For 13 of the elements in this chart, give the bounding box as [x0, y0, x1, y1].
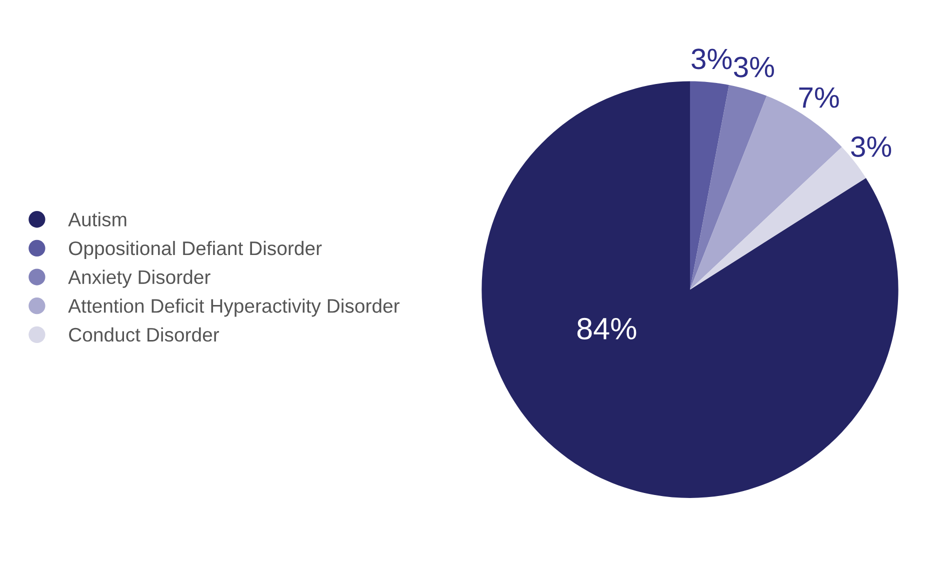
pie-slice [690, 81, 730, 290]
legend-label: Attention Deficit Hyperactivity Disorder [68, 298, 400, 317]
data-label: 3% [692, 48, 732, 70]
legend-label: Conduct Disorder [69, 327, 220, 342]
data-label: 7% [799, 87, 839, 108]
pie-slice [482, 81, 898, 498]
legend-label: Anxiety Disorder [68, 270, 210, 288]
data-label: 84% [577, 318, 636, 340]
data-label: 3% [734, 56, 774, 78]
pie-slice [690, 84, 767, 290]
legend-label: Oppositional Defiant Disorder [68, 240, 322, 260]
legend-label: Autism [68, 212, 126, 226]
data-label: 3% [851, 136, 892, 157]
